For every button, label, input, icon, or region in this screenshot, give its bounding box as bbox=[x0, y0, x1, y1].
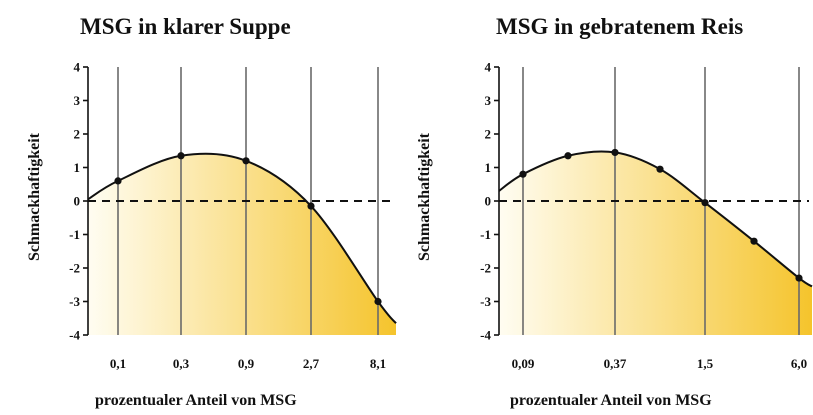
data-point bbox=[307, 202, 315, 210]
y-tick-label: 3 bbox=[485, 93, 492, 108]
y-tick-label: -2 bbox=[480, 261, 491, 276]
y-tick-label: -1 bbox=[69, 227, 80, 242]
data-point bbox=[564, 152, 572, 160]
data-point bbox=[750, 237, 758, 245]
data-point bbox=[177, 152, 185, 160]
y-tick-label: 4 bbox=[485, 60, 492, 75]
y-tick-label: 1 bbox=[485, 160, 492, 175]
x-tick-label: 0,09 bbox=[512, 356, 535, 371]
y-tick-label: 4 bbox=[74, 60, 81, 75]
data-point bbox=[656, 165, 664, 173]
data-point bbox=[701, 199, 709, 207]
x-tick-label: 8,1 bbox=[370, 356, 386, 371]
x-tick-label: 0,3 bbox=[173, 356, 190, 371]
x-axis-label: prozentualer Anteil von MSG bbox=[95, 392, 297, 409]
y-tick-label: 0 bbox=[485, 194, 492, 209]
y-tick-label: -2 bbox=[69, 261, 80, 276]
data-point bbox=[519, 170, 527, 178]
data-point bbox=[374, 297, 382, 306]
y-tick-label: -3 bbox=[69, 294, 80, 309]
y-tick-label: -3 bbox=[480, 294, 491, 309]
x-axis-label: prozentualer Anteil von MSG bbox=[510, 392, 712, 409]
data-point bbox=[611, 148, 619, 157]
plot-area: 4 3 2 1 0 -1 -2 -3 -4 0,09 0,37 1,5 6,0 bbox=[480, 60, 813, 371]
chart-title: MSG in klarer Suppe bbox=[80, 14, 291, 39]
y-tick-label: -4 bbox=[480, 328, 491, 343]
x-tick-label: 6,0 bbox=[791, 356, 807, 371]
x-tick-label: 2,7 bbox=[303, 356, 320, 371]
x-tick-label: 0,1 bbox=[110, 356, 126, 371]
y-tick-label: 1 bbox=[74, 160, 81, 175]
y-tick-label: 2 bbox=[485, 127, 492, 142]
y-tick-label: 2 bbox=[74, 127, 81, 142]
data-point bbox=[114, 177, 122, 185]
area-fill bbox=[499, 151, 812, 335]
plot-area: 4 3 2 1 0 -1 -2 -3 -4 0,1 0,3 0,9 2,7 8,1 bbox=[69, 60, 397, 371]
data-point bbox=[242, 157, 250, 165]
area-fill bbox=[88, 153, 396, 335]
y-tick-label: -4 bbox=[69, 328, 80, 343]
y-tick-label: 0 bbox=[74, 194, 81, 209]
y-tick-label: -1 bbox=[480, 227, 491, 242]
x-tick-label: 1,5 bbox=[697, 356, 714, 371]
data-point bbox=[795, 274, 803, 282]
y-tick-label: 3 bbox=[74, 93, 81, 108]
chart-panel-right: MSG in gebratenem Reis Schmackhaftigkeit… bbox=[406, 0, 813, 415]
chart-title: MSG in gebratenem Reis bbox=[496, 14, 744, 39]
x-tick-label: 0,9 bbox=[238, 356, 255, 371]
x-tick-label: 0,37 bbox=[604, 356, 627, 371]
